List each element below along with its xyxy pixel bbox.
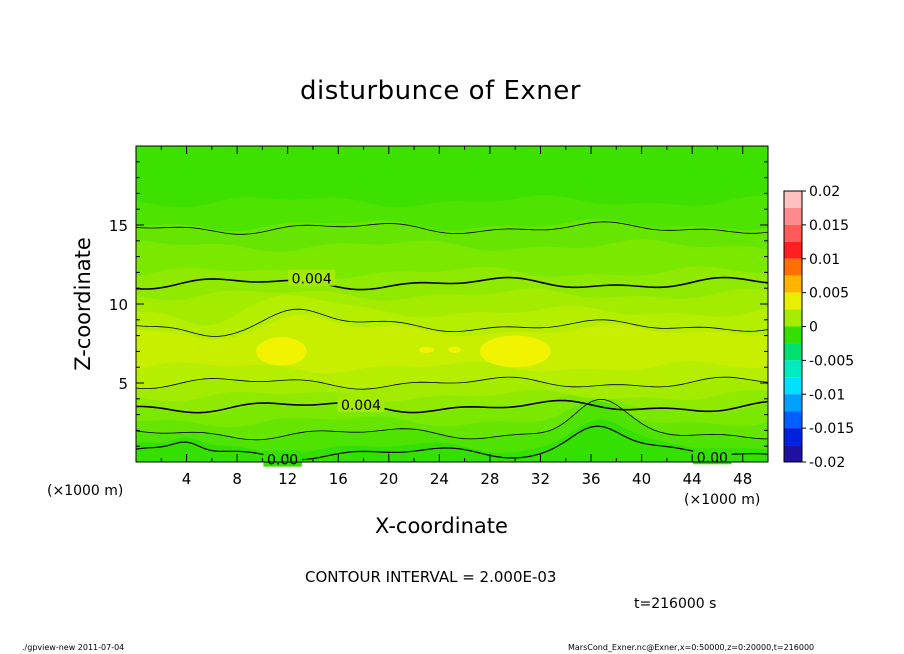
colorbar-segment	[784, 428, 802, 446]
colorbar-segment	[784, 343, 802, 361]
x-tick-label: 4	[182, 470, 192, 488]
contour-line	[135, 398, 769, 441]
contour-label: 0.004	[341, 398, 381, 414]
x-tick-label: 20	[379, 470, 398, 488]
chart-title: disturbunce of Exner	[300, 76, 581, 106]
colorbar-segment	[784, 258, 802, 276]
x-tick-label: 8	[232, 470, 242, 488]
colorbar-segment	[784, 411, 802, 429]
colorbar-label: -0.02	[809, 455, 845, 471]
x-unit-left: (×1000 m)	[47, 483, 124, 499]
contour-field	[136, 146, 768, 462]
colorbar-segment	[784, 309, 802, 327]
contour-line	[135, 276, 769, 291]
x-tick-label: 24	[430, 470, 449, 488]
contour-label: 0.00	[697, 450, 728, 466]
colorbar-segment	[784, 445, 802, 462]
colorbar-label: 0.005	[809, 286, 849, 302]
x-tick-label: 36	[581, 470, 600, 488]
colorbar-segment	[784, 207, 802, 225]
footer-right: MarsCond_Exner.nc@Exner,x=0:50000,z=0:20…	[568, 643, 815, 652]
y-tick-label: 10	[109, 296, 128, 314]
contour-lines: 0.004 0.004 0.00 0.00	[135, 221, 769, 469]
x-tick-label: 48	[733, 470, 752, 488]
maximum-patch	[256, 337, 307, 366]
x-axis-label: X-coordinate	[375, 514, 508, 538]
colorbar-segment	[784, 241, 802, 259]
contour-band	[136, 146, 768, 208]
maximum-patch	[419, 346, 435, 353]
contour-line	[136, 399, 769, 414]
contour-label-bg	[693, 448, 732, 465]
contour-label: 0.00	[267, 453, 298, 469]
colorbar-segment	[784, 292, 802, 310]
contour-label-bg	[263, 450, 302, 467]
contour-line	[135, 425, 769, 461]
contour-line	[135, 376, 769, 390]
x-unit-right: (×1000 m)	[684, 492, 761, 508]
x-tick-label: 28	[480, 470, 499, 488]
colorbar-label: -0.015	[809, 421, 854, 437]
x-tick-label: 40	[632, 470, 651, 488]
time-label: t=216000 s	[634, 596, 717, 612]
x-tick-label: 16	[329, 470, 348, 488]
maximum-patch	[448, 346, 461, 353]
x-tick-label: 12	[278, 470, 297, 488]
y-axis: 5 10 15	[109, 161, 768, 447]
colorbar-segment	[784, 224, 802, 242]
footer-left: ./gpview-new 2011-07-04	[22, 643, 125, 652]
colorbar-segment	[784, 360, 802, 378]
contour-label-bg	[337, 396, 385, 413]
colorbar-segment	[784, 191, 802, 208]
y-axis-label: Z-coordinate	[71, 237, 95, 371]
x-tick-label: 44	[683, 470, 702, 488]
colorbar-segment	[784, 326, 802, 344]
maximum-patches	[256, 335, 551, 368]
x-tick-label: 32	[531, 470, 550, 488]
colorbar-label: -0.005	[809, 353, 854, 369]
contour-label-bg	[288, 269, 336, 286]
x-axis: 4 8 12 16 20 24 28 32 36 40 44 48	[160, 146, 752, 488]
colorbar-label: -0.01	[809, 387, 845, 403]
colorbar-label: 0.015	[809, 218, 849, 234]
colorbar-segment	[784, 377, 802, 395]
contour-interval-label: CONTOUR INTERVAL = 2.000E-03	[305, 568, 557, 586]
y-tick-label: 5	[118, 375, 128, 393]
contour-label: 0.004	[292, 272, 332, 288]
colorbar-label: 0.02	[809, 184, 840, 200]
contour-line	[135, 308, 769, 337]
y-tick-label: 15	[109, 217, 128, 235]
colorbar-segment	[784, 394, 802, 412]
colorbar-label: 0.01	[809, 252, 840, 268]
colorbar-segment	[784, 275, 802, 293]
maximum-patch	[479, 335, 551, 368]
colorbar: 0.02 0.015 0.01 0.005 0 -0.005 -0.01 -0.015 -0.0…	[783, 184, 854, 471]
colorbar-label: 0	[809, 320, 818, 336]
contour-line	[135, 221, 769, 235]
